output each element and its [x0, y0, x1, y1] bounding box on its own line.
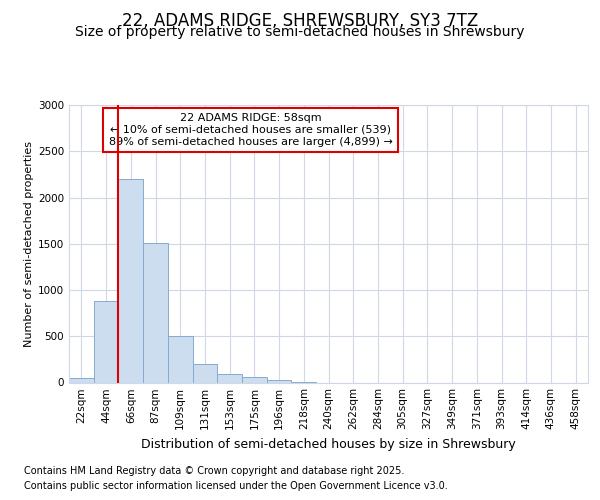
Bar: [267, 380, 292, 382]
Bar: [69, 378, 94, 382]
Bar: [143, 243, 168, 382]
X-axis label: Distribution of semi-detached houses by size in Shrewsbury: Distribution of semi-detached houses by …: [141, 438, 516, 451]
Text: Contains HM Land Registry data © Crown copyright and database right 2025.: Contains HM Land Registry data © Crown c…: [24, 466, 404, 476]
Bar: [118, 179, 143, 382]
Y-axis label: Number of semi-detached properties: Number of semi-detached properties: [24, 141, 34, 347]
Bar: [94, 301, 118, 382]
Text: Contains public sector information licensed under the Open Government Licence v3: Contains public sector information licen…: [24, 481, 448, 491]
Text: Size of property relative to semi-detached houses in Shrewsbury: Size of property relative to semi-detach…: [75, 25, 525, 39]
Text: 22, ADAMS RIDGE, SHREWSBURY, SY3 7TZ: 22, ADAMS RIDGE, SHREWSBURY, SY3 7TZ: [122, 12, 478, 30]
Bar: [242, 378, 267, 382]
Bar: [168, 336, 193, 382]
Text: 22 ADAMS RIDGE: 58sqm
← 10% of semi-detached houses are smaller (539)
89% of sem: 22 ADAMS RIDGE: 58sqm ← 10% of semi-deta…: [109, 114, 392, 146]
Bar: [193, 364, 217, 382]
Bar: [217, 374, 242, 382]
